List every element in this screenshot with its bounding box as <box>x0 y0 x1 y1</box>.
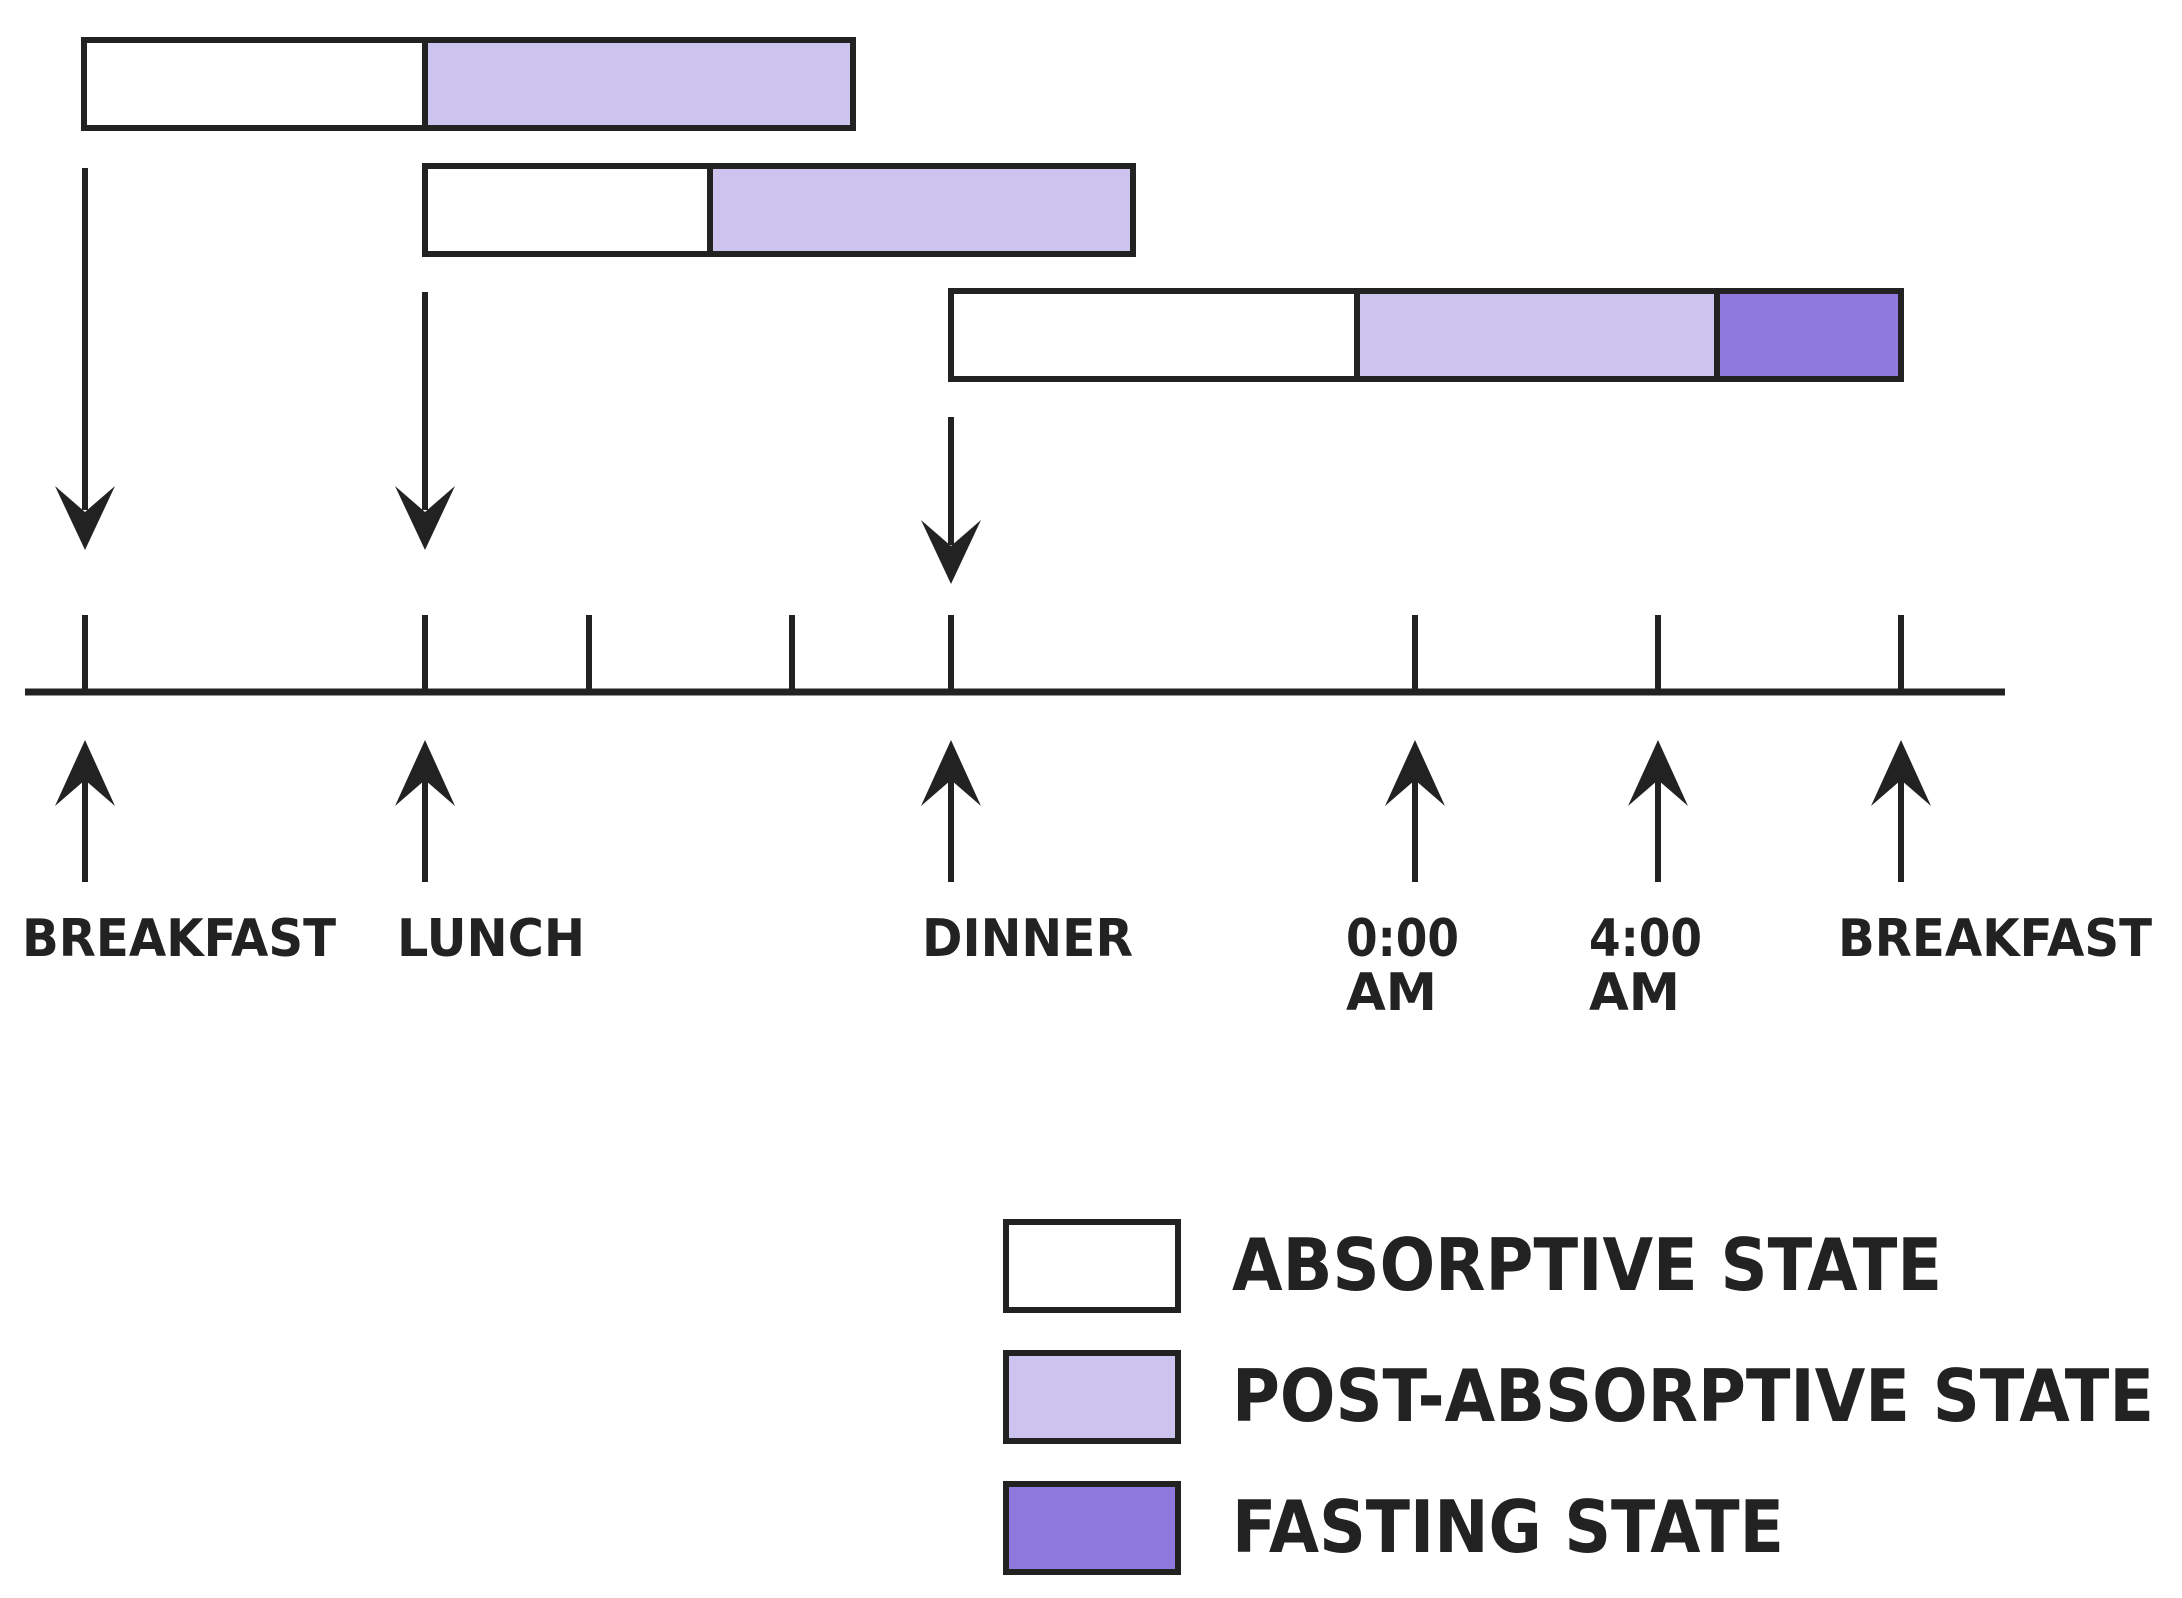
breakfast-post-absorptive-segment <box>422 37 856 131</box>
legend-swatch-absorptive <box>1003 1219 1181 1313</box>
time-label-breakfast-next: BREAKFAST <box>1838 909 2152 969</box>
legend-label-post-absorptive: POST-ABSORPTIVE STATE <box>1232 1354 2154 1438</box>
timeline-axis <box>25 615 2005 696</box>
time-up-arrows <box>55 740 1931 882</box>
time-label-breakfast: BREAKFAST <box>22 909 336 969</box>
legend-item-post-absorptive: POST-ABSORPTIVE STATE <box>1003 1350 2154 1444</box>
meal-down-arrows <box>55 168 981 584</box>
breakfast-next-up-arrow <box>1871 740 1931 882</box>
legend: ABSORPTIVE STATE POST-ABSORPTIVE STATE F… <box>1003 1219 2154 1575</box>
meal-bars <box>81 37 1904 382</box>
dinner-absorptive-segment <box>948 288 1360 382</box>
lunch-bar <box>422 163 1136 257</box>
time-label-four-am-line1: 4:00 <box>1589 909 1702 969</box>
midnight-up-arrow <box>1385 740 1445 882</box>
four-am-up-arrow <box>1628 740 1688 882</box>
dinner-post-absorptive-segment <box>1354 288 1720 382</box>
legend-label-absorptive: ABSORPTIVE STATE <box>1232 1223 1942 1307</box>
legend-item-absorptive: ABSORPTIVE STATE <box>1003 1219 1942 1313</box>
lunch-down-arrow <box>395 292 455 550</box>
lunch-absorptive-segment <box>422 163 713 257</box>
breakfast-absorptive-segment <box>81 37 428 131</box>
dinner-up-arrow <box>921 740 981 882</box>
time-label-lunch: LUNCH <box>397 909 585 969</box>
time-label-four-am-line2: AM <box>1589 963 1680 1023</box>
time-label-dinner: DINNER <box>922 909 1133 969</box>
time-labels: BREAKFAST LUNCH DINNER 0:00 AM 4:00 AM B… <box>22 909 2152 1023</box>
time-label-midnight-line1: 0:00 <box>1346 909 1459 969</box>
dinner-bar <box>948 288 1904 382</box>
dinner-fasting-segment <box>1714 288 1904 382</box>
lunch-up-arrow <box>395 740 455 882</box>
time-label-midnight-line2: AM <box>1346 963 1437 1023</box>
legend-swatch-fasting <box>1003 1481 1181 1575</box>
lunch-post-absorptive-segment <box>707 163 1136 257</box>
dinner-down-arrow <box>921 417 981 584</box>
breakfast-bar <box>81 37 856 131</box>
breakfast-up-arrow <box>55 740 115 882</box>
legend-item-fasting: FASTING STATE <box>1003 1481 1784 1575</box>
legend-swatch-post-absorptive <box>1003 1350 1181 1444</box>
legend-label-fasting: FASTING STATE <box>1232 1485 1784 1569</box>
breakfast-down-arrow <box>55 168 115 550</box>
